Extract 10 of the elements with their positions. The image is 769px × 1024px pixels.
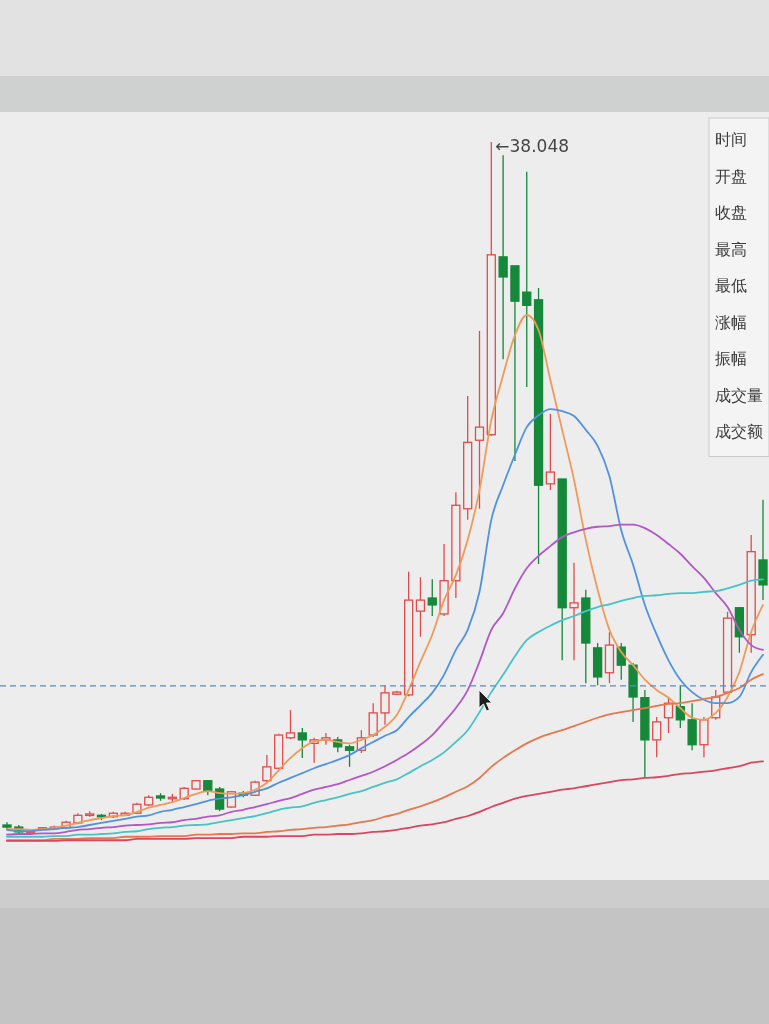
annotation: ←38.048 <box>495 136 570 156</box>
annotation: 开盘 <box>715 166 747 186</box>
annotation: 成交额 <box>715 422 763 441</box>
annotation: 最高 <box>715 239 747 259</box>
annotation: 振幅 <box>715 349 747 368</box>
annotation: 涨幅 <box>715 312 747 332</box>
annotation: 时间 <box>715 130 747 149</box>
annotation: 成交量 <box>715 385 763 405</box>
annotation: 最低 <box>715 276 747 295</box>
annotation: 收盘 <box>715 203 747 222</box>
